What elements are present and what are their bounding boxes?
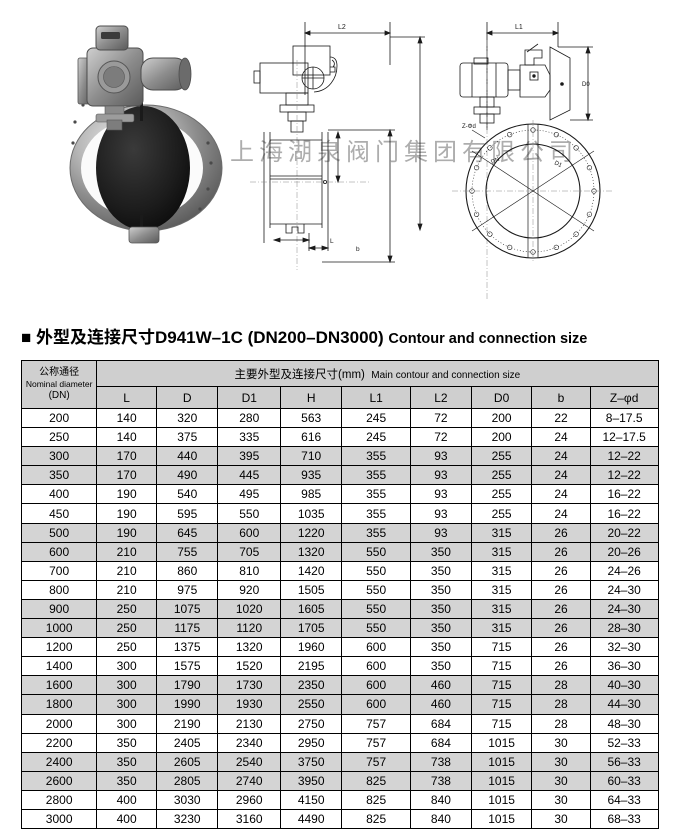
svg-text:D0: D0 (582, 82, 590, 88)
svg-text:L2: L2 (338, 24, 346, 31)
svg-text:D1: D1 (553, 160, 563, 169)
svg-text:b: b (356, 246, 360, 253)
svg-text:Z-Φd: Z-Φd (462, 124, 476, 130)
svg-text:L1: L1 (515, 24, 523, 31)
svg-text:L: L (330, 238, 334, 245)
